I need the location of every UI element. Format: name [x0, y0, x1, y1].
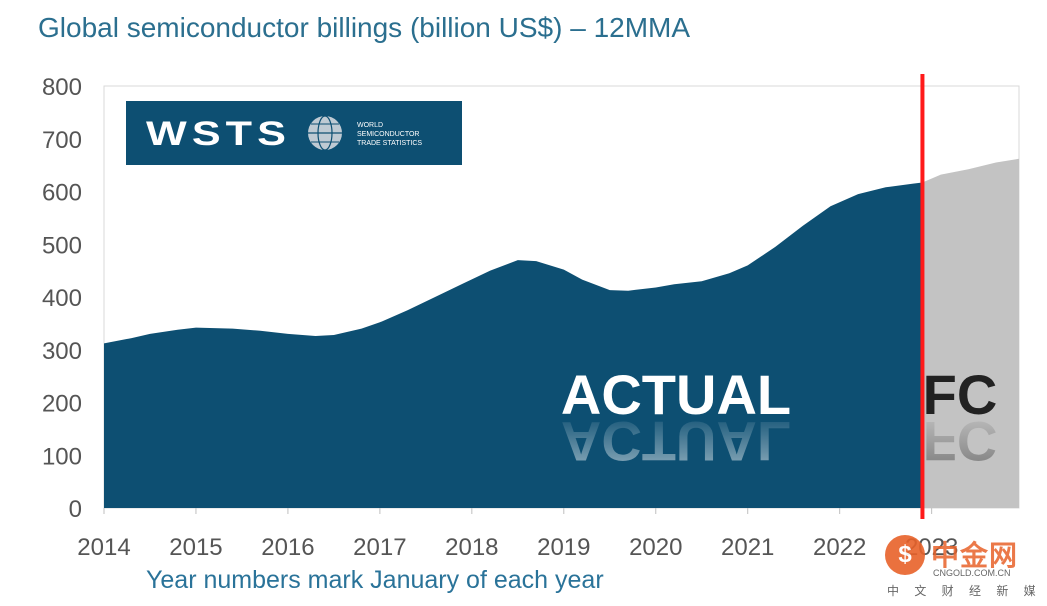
x-axis-label: Year numbers mark January of each year — [146, 566, 604, 594]
wsts-subtitle-line-1: WORLD — [357, 122, 383, 129]
y-tick-label: 800 — [42, 74, 82, 101]
y-tick-label: 600 — [42, 180, 82, 207]
x-tick-label: 2019 — [537, 534, 590, 561]
wsts-logo-text: WSTS — [146, 115, 291, 153]
series-area-actual — [104, 182, 923, 508]
x-tick-label: 2022 — [813, 534, 866, 561]
x-tick-label: 2016 — [261, 534, 314, 561]
cngold-logo-icon: $ — [885, 535, 925, 575]
x-tick-label: 2021 — [721, 534, 774, 561]
y-tick-label: 300 — [42, 338, 82, 365]
y-tick-label: 400 — [42, 285, 82, 312]
globe-icon — [308, 115, 342, 151]
y-tick-label: 100 — [42, 443, 82, 470]
chart-title: Global semiconductor billings (billion U… — [38, 12, 691, 43]
wsts-subtitle-line-3: TRADE STATISTICS — [357, 140, 422, 147]
watermark-name: 中金网 — [931, 540, 1019, 571]
x-tick-label: 2014 — [77, 534, 130, 561]
y-tick-label: 700 — [42, 127, 82, 154]
wsts-subtitle-line-2: SEMICONDUCTOR — [357, 131, 419, 138]
y-tick-label: 200 — [42, 391, 82, 418]
x-tick-label: 2018 — [445, 534, 498, 561]
actual-label-reflection: ACTUAL — [561, 410, 791, 473]
forecast-label: FC — [923, 363, 998, 426]
forecast-label-reflection: FC — [923, 410, 998, 473]
x-tick-label: 2015 — [169, 534, 222, 561]
series-area-forecast — [922, 158, 1019, 509]
x-tick-label: 2017 — [353, 534, 406, 561]
cngold-watermark: $ 中金网 CNGOLD.COM.CN 中 文 财 经 新 媒 体 — [885, 530, 1047, 600]
x-tick-label: 2020 — [629, 534, 682, 561]
y-tick-label: 500 — [42, 232, 82, 259]
wsts-logo: WSTS WORLD SEMICONDUCTOR TRADE STATISTIC… — [126, 101, 462, 165]
watermark-domain: CNGOLD.COM.CN — [933, 568, 1011, 578]
actual-label: ACTUAL — [561, 363, 791, 426]
y-tick-label: 0 — [69, 496, 82, 523]
watermark-subtitle: 中 文 财 经 新 媒 体 — [887, 584, 1047, 598]
